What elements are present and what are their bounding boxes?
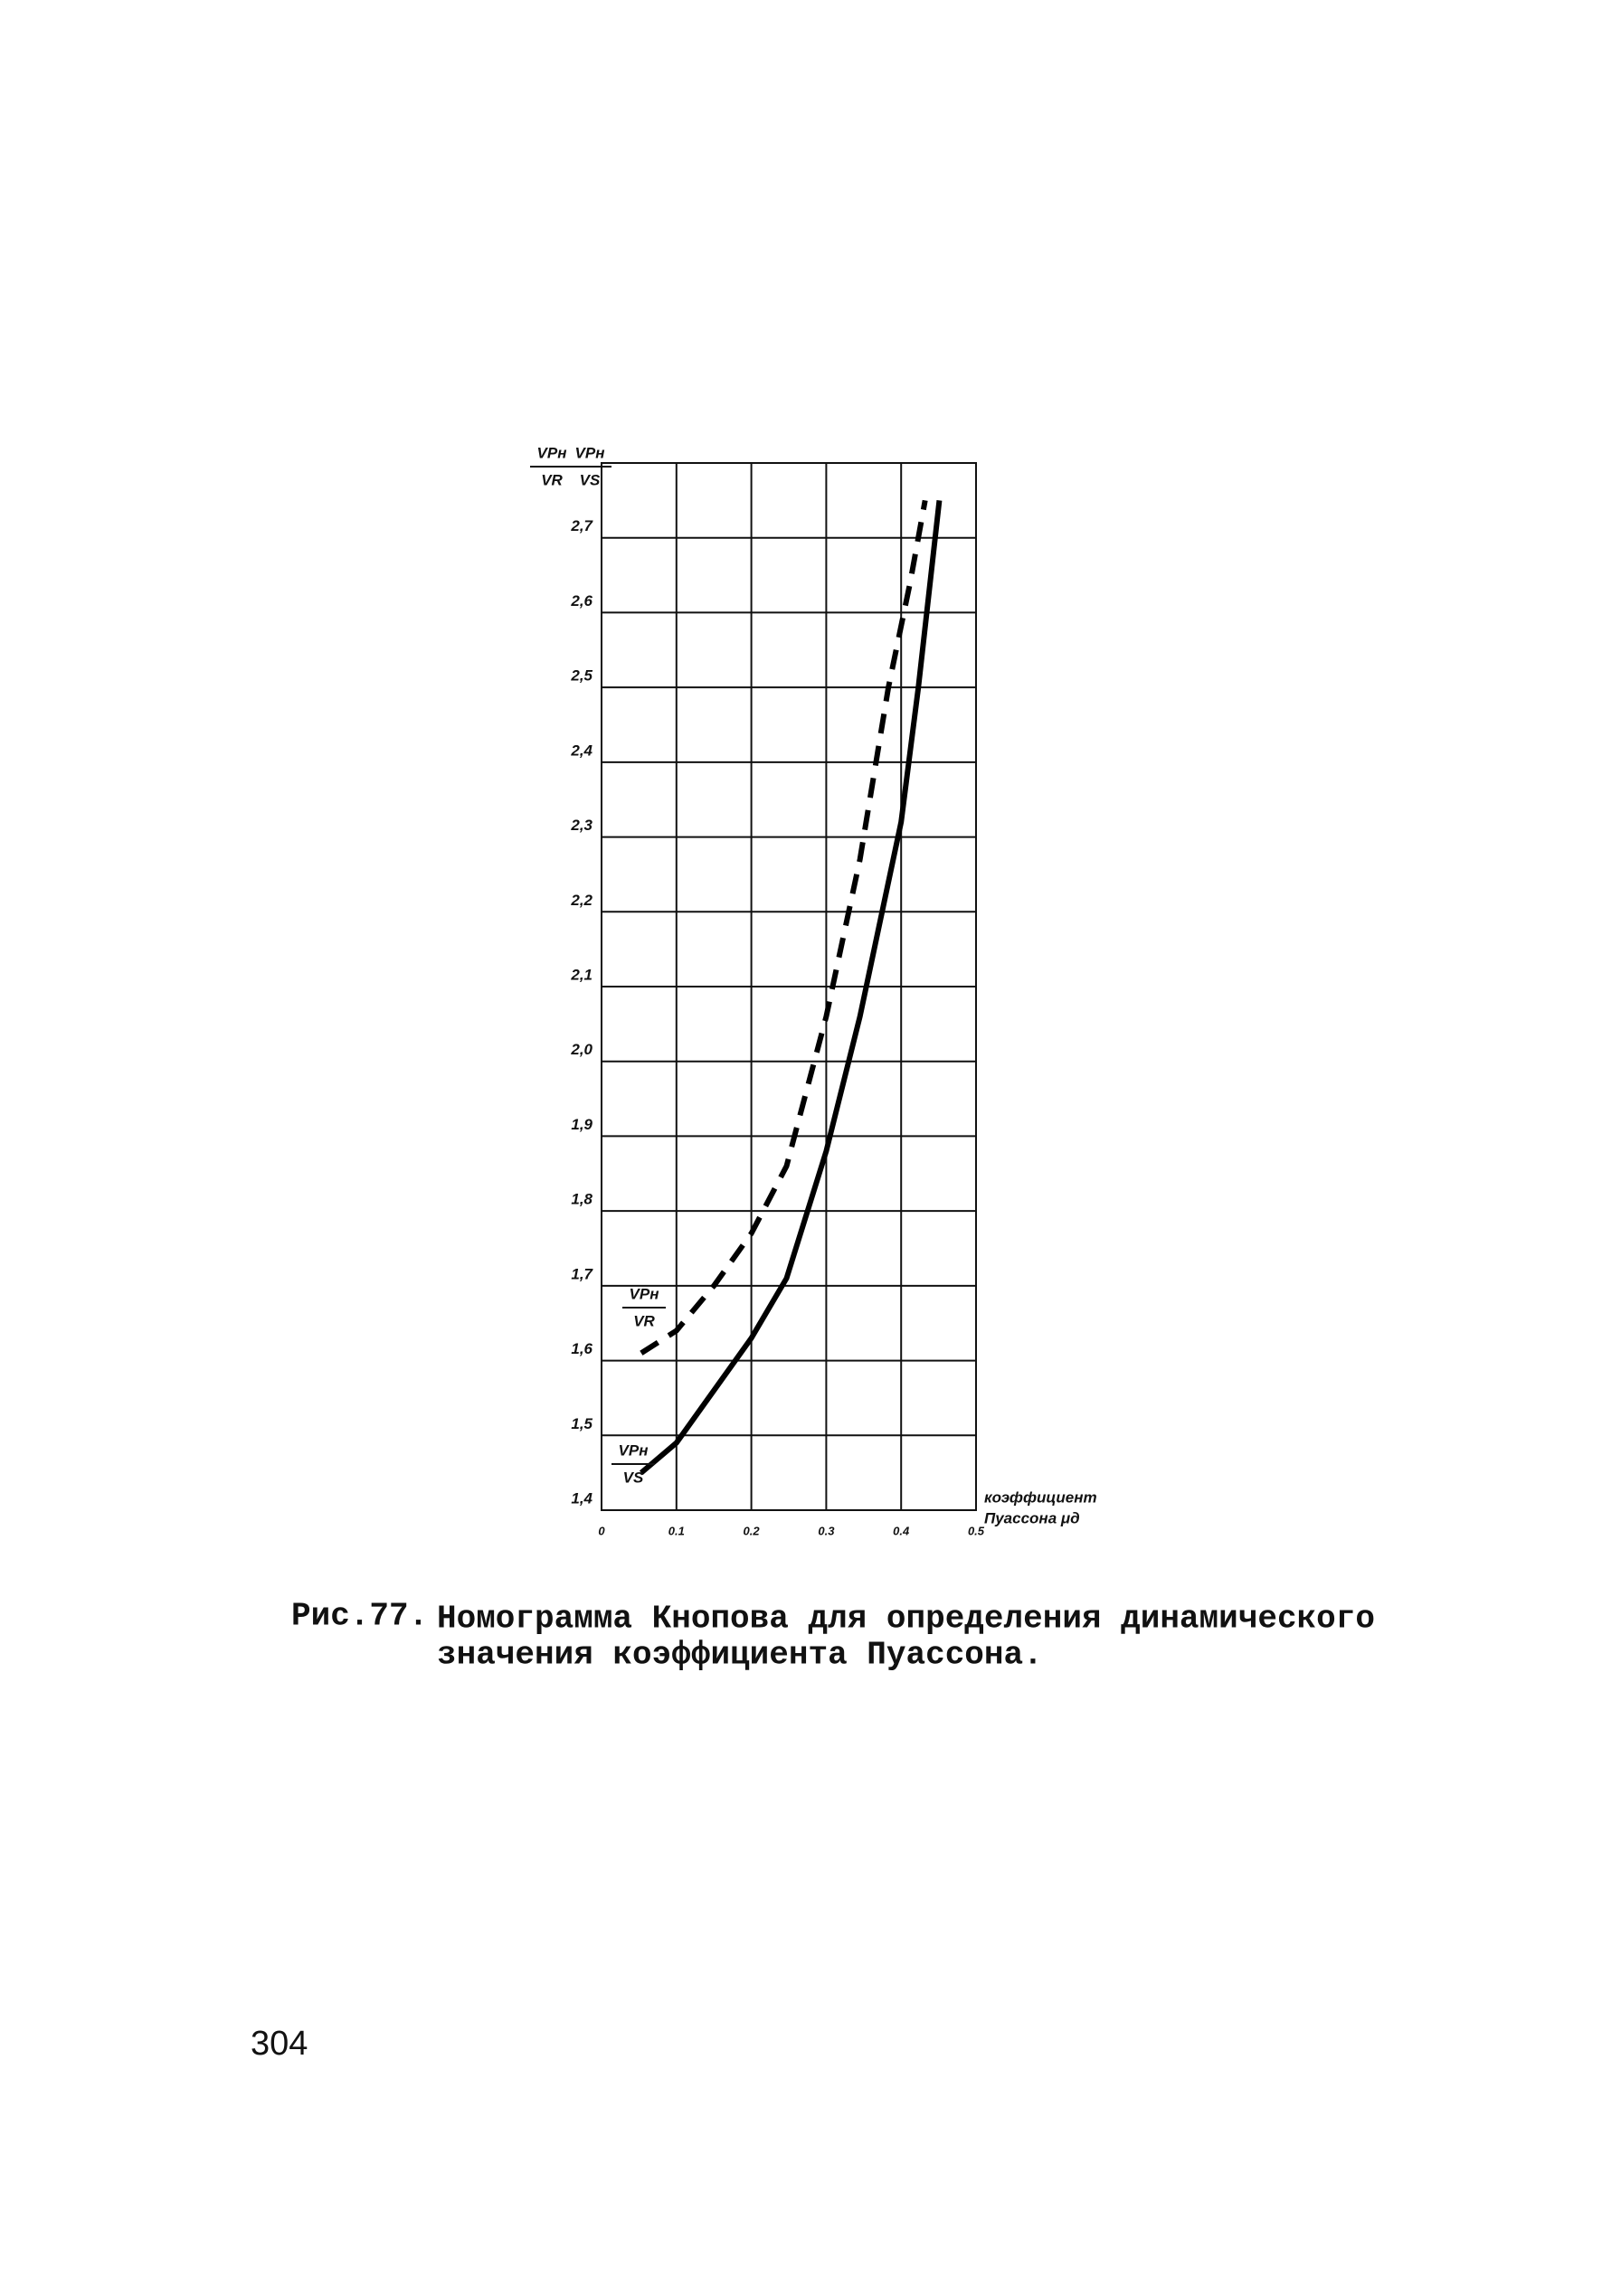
x-tick-label: 0.1 bbox=[668, 1524, 685, 1537]
page-number: 304 bbox=[251, 2025, 308, 2063]
caption-line: Номограмма Кнопова для определения динам… bbox=[437, 1601, 1375, 1638]
series-label: VR bbox=[633, 1312, 655, 1329]
y-tick-label: 1,4 bbox=[571, 1489, 592, 1507]
y-tick-label: 2,3 bbox=[570, 817, 592, 834]
y-tick-label: 2,1 bbox=[570, 966, 592, 983]
curve bbox=[640, 499, 928, 1356]
x-axis-label: коэффициент bbox=[984, 1488, 1097, 1506]
y-tick-label: 2,5 bbox=[570, 667, 592, 685]
y-axis-label: VPн bbox=[537, 444, 567, 461]
x-tick-label: 0.4 bbox=[893, 1524, 910, 1537]
caption-label: Рис.77. bbox=[291, 1598, 428, 1635]
y-tick-label: 2,4 bbox=[570, 742, 592, 759]
x-tick-label: 0.2 bbox=[744, 1524, 761, 1537]
x-tick-label: 0.5 bbox=[968, 1524, 985, 1537]
y-tick-label: 2,6 bbox=[570, 592, 592, 609]
y-tick-label: 1,7 bbox=[571, 1265, 593, 1282]
series-label: VS bbox=[623, 1469, 644, 1486]
y-tick-label: 2,0 bbox=[570, 1041, 592, 1058]
x-tick-label: 0.3 bbox=[818, 1524, 835, 1537]
series-label: VPн bbox=[630, 1285, 659, 1302]
y-tick-label: 1,9 bbox=[571, 1116, 592, 1133]
y-tick-label: 1,8 bbox=[571, 1191, 592, 1208]
curve bbox=[639, 500, 943, 1475]
caption-line: значения коэффициента Пуассона. bbox=[437, 1637, 1043, 1674]
y-axis-label: VR bbox=[541, 471, 563, 488]
y-axis-label: VPн bbox=[575, 444, 605, 461]
y-tick-label: 2,2 bbox=[570, 892, 592, 909]
x-tick-label: 0 bbox=[598, 1524, 605, 1537]
y-axis-label: VS bbox=[580, 471, 601, 488]
y-tick-label: 1,6 bbox=[571, 1340, 592, 1357]
y-tick-label: 2,7 bbox=[570, 517, 593, 534]
y-tick-label: 1,5 bbox=[571, 1415, 592, 1432]
x-axis-label: Пуассона μд bbox=[984, 1509, 1080, 1526]
series-label: VPн bbox=[619, 1441, 649, 1459]
